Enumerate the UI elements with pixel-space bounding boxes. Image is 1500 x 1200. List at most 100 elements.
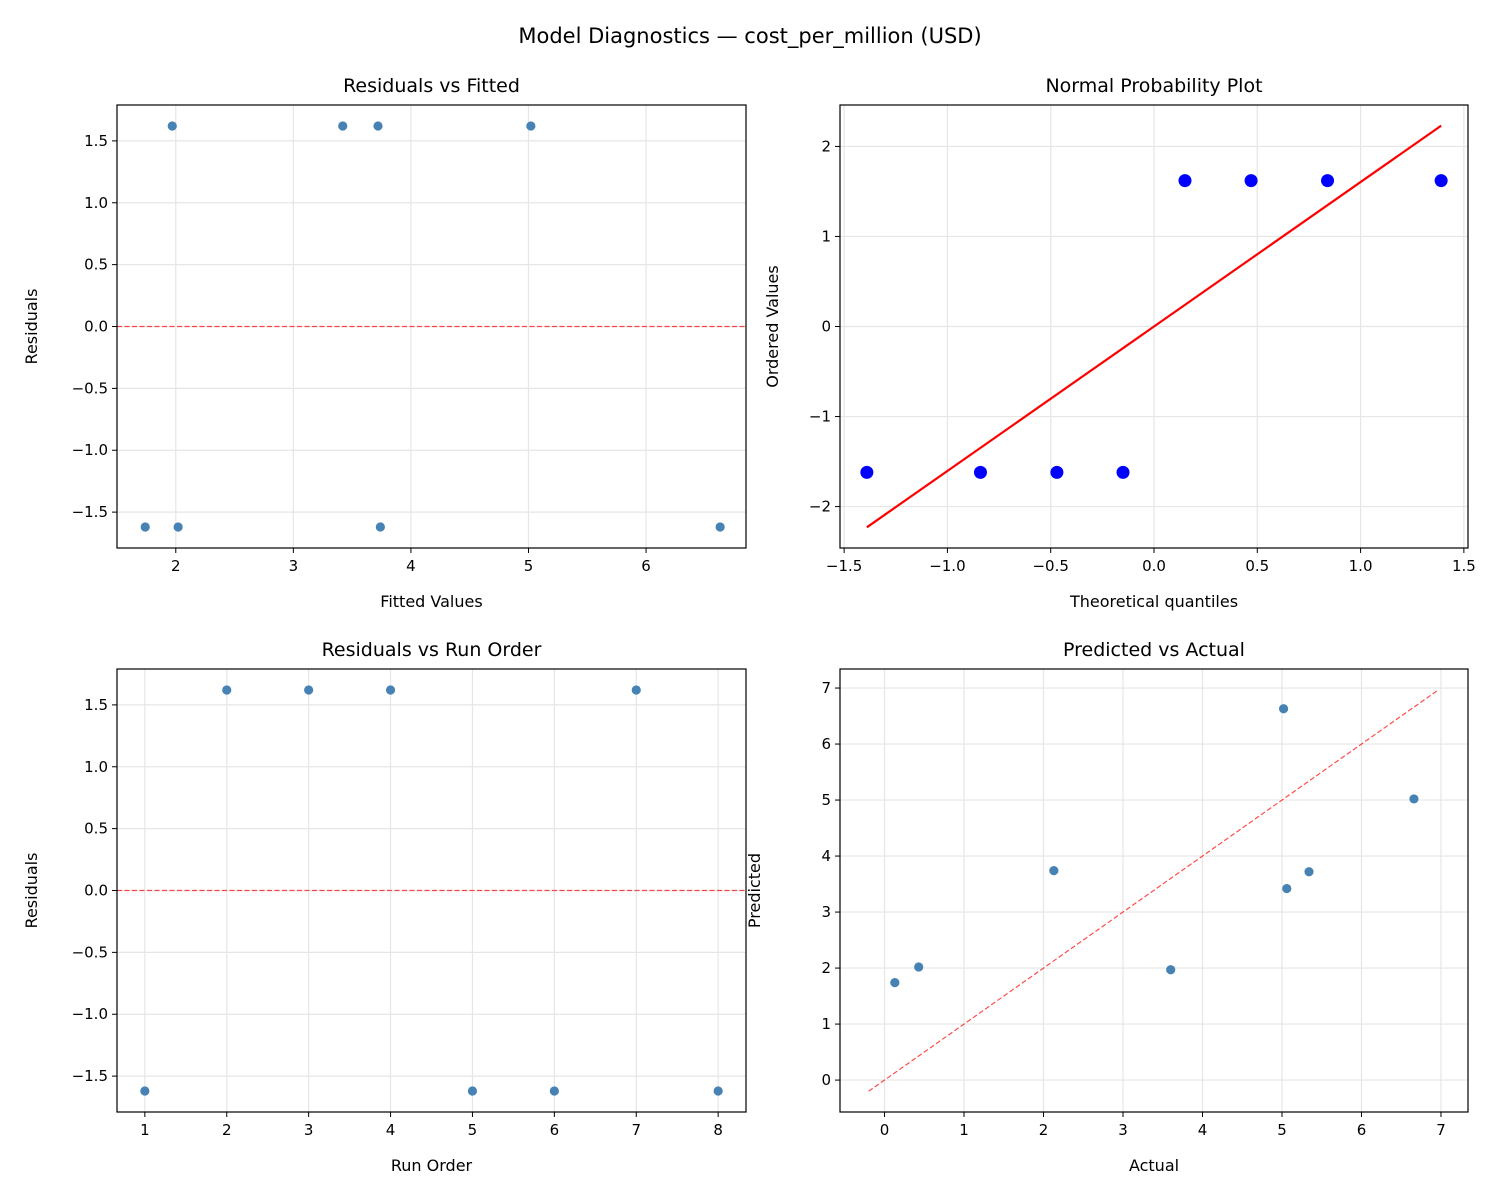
data-point <box>467 1086 478 1096</box>
x-tick-label: 6 <box>1357 1121 1367 1139</box>
x-tick-label: 3 <box>1118 1121 1128 1139</box>
x-axis-label: Theoretical quantiles <box>1069 592 1238 611</box>
axes-frame <box>116 668 747 1113</box>
x-tick-label: 0 <box>880 1121 890 1139</box>
data-point <box>1434 174 1448 188</box>
y-tick-label: 7 <box>821 679 831 697</box>
x-tick-label: −1.0 <box>929 557 965 575</box>
subplot-title: Residuals vs Fitted <box>343 75 520 97</box>
y-tick-label: 0.0 <box>84 882 108 900</box>
x-tick-label: 7 <box>1436 1121 1446 1139</box>
fit-line <box>866 124 1442 529</box>
data-point <box>338 121 348 131</box>
data-point <box>173 522 183 532</box>
y-tick-label: 0.5 <box>84 820 108 838</box>
y-tick-label: −0.5 <box>72 379 108 397</box>
x-tick-label: 2 <box>171 557 181 575</box>
axes-frame <box>839 668 1469 1113</box>
y-tick-label: 1.0 <box>84 758 108 776</box>
y-tick-label: 0 <box>821 1071 831 1089</box>
y-tick-label: 5 <box>821 791 831 809</box>
x-tick-label: 1.0 <box>1349 557 1373 575</box>
y-tick-label: 1 <box>821 227 831 245</box>
data-point <box>1116 465 1130 479</box>
data-point <box>140 522 150 532</box>
subplot-title: Predicted vs Actual <box>1063 639 1245 661</box>
y-axis-label: Ordered Values <box>763 265 782 387</box>
y-tick-label: 0 <box>821 318 831 336</box>
y-tick-label: −2 <box>809 498 831 516</box>
data-point <box>1282 883 1292 894</box>
y-axis-label: Predicted <box>745 853 764 928</box>
x-tick-label: 5 <box>524 557 534 575</box>
data-point <box>549 1086 559 1096</box>
x-tick-label: 4 <box>1198 1121 1208 1139</box>
y-tick-label: 6 <box>821 735 831 753</box>
y-tick-label: −1.0 <box>72 1005 108 1023</box>
y-tick-label: −1.0 <box>72 441 108 459</box>
data-point <box>222 685 232 695</box>
subplot-3: 1 2 3 4 5 6 7 8 −1.5 −1.0 −0.5 0.0 0.5 1.0 1.5 Residual… <box>22 639 747 1175</box>
reference-line <box>868 689 1439 1092</box>
y-tick-label: 2 <box>821 137 831 155</box>
data-point <box>1304 867 1314 877</box>
axes-frame <box>839 104 1469 549</box>
x-tick-label: 1 <box>140 1121 150 1139</box>
y-tick-label: 3 <box>821 903 831 921</box>
x-tick-label: 2 <box>1039 1121 1049 1139</box>
data-point <box>715 522 725 532</box>
x-tick-label: 8 <box>713 1121 723 1139</box>
y-axis-label: Residuals <box>22 289 41 365</box>
data-point <box>140 1086 150 1096</box>
y-tick-label: 0.5 <box>84 256 108 274</box>
data-point <box>973 465 987 479</box>
data-point <box>1166 965 1176 975</box>
data-point <box>890 978 900 988</box>
x-axis-label: Actual <box>1129 1156 1179 1175</box>
x-tick-label: 0.5 <box>1245 557 1269 575</box>
y-tick-label: −1.5 <box>72 1067 108 1085</box>
y-tick-label: 1.5 <box>84 696 108 714</box>
data-point <box>526 121 536 131</box>
x-tick-label: 4 <box>386 1121 396 1139</box>
data-point <box>1050 465 1064 479</box>
y-tick-label: 2 <box>821 959 831 977</box>
subplot-title: Residuals vs Run Order <box>322 639 542 661</box>
y-tick-label: 4 <box>821 847 831 865</box>
x-axis-label: Run Order <box>391 1156 473 1175</box>
x-tick-label: 6 <box>641 557 651 575</box>
data-point <box>1178 174 1192 188</box>
axes-frame <box>116 104 747 549</box>
data-point <box>1049 866 1059 876</box>
y-tick-label: −0.5 <box>72 943 108 961</box>
x-tick-label: 4 <box>406 557 416 575</box>
data-point <box>373 121 383 131</box>
x-tick-label: 2 <box>222 1121 232 1139</box>
subplot-1: 2 3 4 5 6 −1.5 −1.0 −0.5 0.0 0.5 1.0 1.5 Residuals v… <box>22 75 747 611</box>
subplot-4: 0 1 2 3 4 5 6 7 0 1 2 3 4 5 6 7 Predicted vs Actual Actua… <box>745 639 1469 1175</box>
data-point <box>1278 704 1289 714</box>
data-point <box>304 685 314 695</box>
x-axis-label: Fitted Values <box>380 592 482 611</box>
x-tick-label: −1.5 <box>826 557 862 575</box>
data-point <box>375 522 385 532</box>
x-tick-label: 5 <box>1277 1121 1287 1139</box>
x-tick-label: −0.5 <box>1032 557 1068 575</box>
x-tick-label: 6 <box>550 1121 560 1139</box>
y-tick-label: 1.5 <box>84 132 108 150</box>
x-tick-label: 3 <box>304 1121 314 1139</box>
data-point <box>631 685 641 695</box>
x-tick-label: 5 <box>468 1121 478 1139</box>
data-point <box>914 962 924 972</box>
y-axis-label: Residuals <box>22 853 41 929</box>
data-point <box>167 121 177 131</box>
data-point <box>713 1086 723 1096</box>
data-point <box>860 465 874 479</box>
y-tick-label: 1.0 <box>84 194 108 212</box>
data-point <box>385 685 396 695</box>
y-tick-label: −1.5 <box>72 503 108 521</box>
data-point <box>1321 174 1335 188</box>
x-tick-label: 1.5 <box>1452 557 1476 575</box>
data-point <box>1409 794 1419 804</box>
